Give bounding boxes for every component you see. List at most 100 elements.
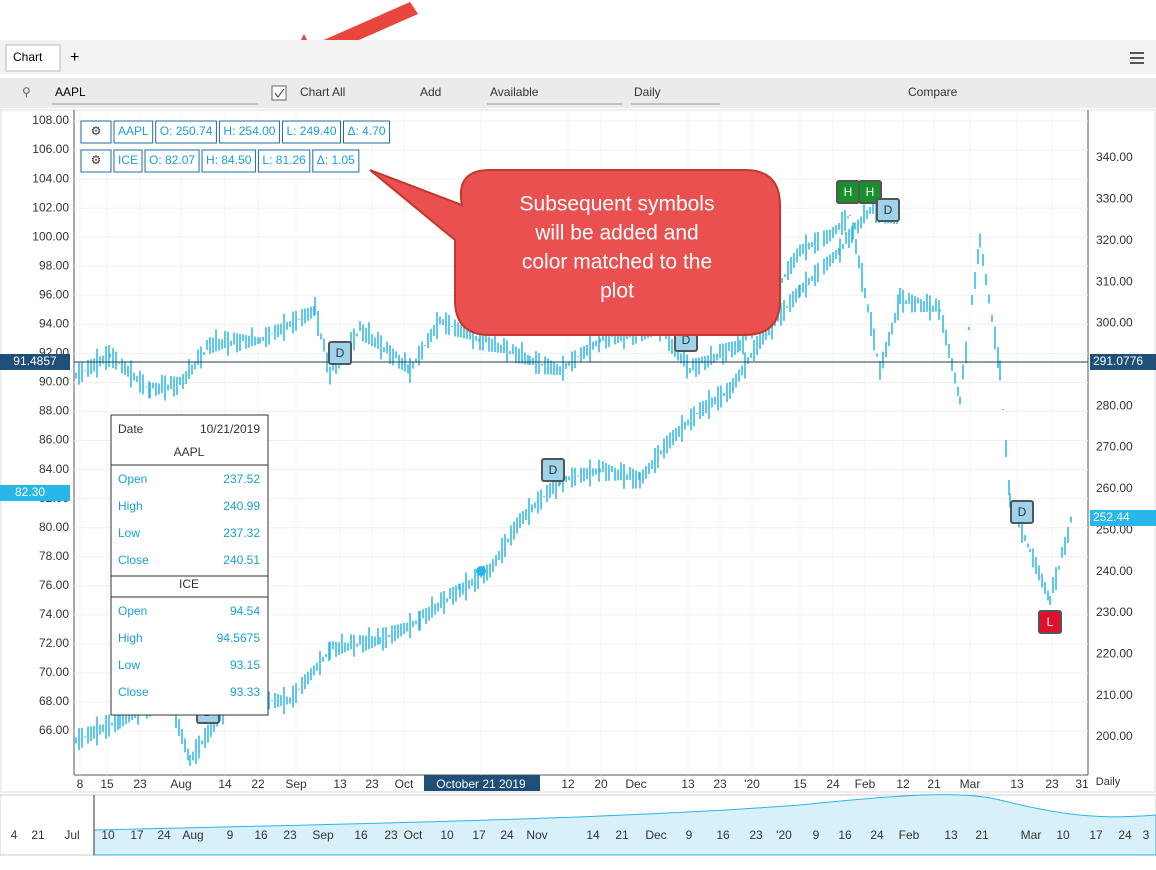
x-axis-label: Dec (625, 777, 646, 791)
navigator-label: 16 (716, 828, 730, 842)
toolbar (0, 78, 1156, 108)
event-label: L (1047, 615, 1054, 629)
x-axis-label: 23 (1045, 777, 1059, 791)
navigator-label: 16 (254, 828, 268, 842)
tab-label[interactable]: Chart (13, 50, 43, 64)
tooltip-date: 10/21/2019 (200, 422, 260, 436)
tooltip-value: 237.52 (223, 472, 260, 486)
add-tab[interactable]: + (70, 49, 79, 66)
event-marker (876, 198, 900, 222)
legend-gear (80, 120, 112, 144)
x-axis-label: 13 (1010, 777, 1024, 791)
left-axis-label: 102.00 (32, 200, 69, 214)
tab-bar (0, 40, 1156, 74)
tooltip-key: Open (118, 604, 147, 618)
right-axis-label: 310.00 (1096, 274, 1133, 288)
x-axis-label: 22 (251, 777, 265, 791)
tooltip-symbol: ICE (179, 577, 199, 591)
left-axis-label: 78.00 (39, 549, 69, 563)
x-axis-label: Feb (855, 777, 876, 791)
legend-gear (80, 149, 112, 173)
left-axis-label: 86.00 (39, 433, 69, 447)
x-axis-label: 23 (713, 777, 727, 791)
crosshair-right: 291.0776 (1093, 354, 1143, 368)
symbol-input[interactable]: AAPL (55, 85, 86, 99)
x-axis-label: '20 (744, 777, 760, 791)
navigator-label: 24 (500, 828, 514, 842)
x-axis-label: Sep (285, 777, 307, 791)
navigator-label: 9 (227, 828, 234, 842)
right-axis-label: 200.00 (1096, 729, 1133, 743)
navigator-label: Oct (404, 828, 423, 842)
x-axis-label: Oct (395, 777, 414, 791)
checkbox[interactable] (271, 85, 287, 101)
navigator-label: 23 (749, 828, 763, 842)
x-axis-label: 8 (77, 777, 84, 791)
cursor-dot (476, 566, 486, 576)
legend-high: H: 254.00 (223, 124, 275, 138)
left-axis-label: 90.00 (39, 375, 69, 389)
legend-high: H: 84.50 (206, 153, 252, 167)
x-axis-label: 24 (826, 777, 840, 791)
navigator-label: 23 (283, 828, 297, 842)
current-left: 82.30 (15, 485, 45, 499)
current-right-box (1090, 510, 1156, 526)
left-axis-label: 72.00 (39, 636, 69, 650)
legend-open: O: 250.74 (160, 124, 213, 138)
crosshair-left-box (0, 354, 70, 370)
left-axis-label: 88.00 (39, 404, 69, 418)
x-axis-label: 15 (793, 777, 807, 791)
x-axis-label: Mar (960, 777, 981, 791)
right-axis-label: 340.00 (1096, 150, 1133, 164)
period-select[interactable]: Daily (634, 85, 661, 99)
navigator-label: Aug (182, 828, 203, 842)
left-axis-label: 80.00 (39, 520, 69, 534)
navigator-label: Nov (526, 828, 547, 842)
navigator-label: Sep (312, 828, 334, 842)
available-select[interactable]: Available (490, 85, 539, 99)
x-axis-label: 15 (100, 777, 114, 791)
legend-low: L: 81.26 (262, 153, 306, 167)
right-axis-label: 260.00 (1096, 481, 1133, 495)
legend-low: L: 249.40 (286, 124, 336, 138)
tab[interactable] (5, 44, 61, 72)
right-axis-label: 240.00 (1096, 564, 1133, 578)
left-axis-label: 98.00 (39, 258, 69, 272)
tooltip-value: 237.32 (223, 526, 260, 540)
navigator-label: 14 (586, 828, 600, 842)
menu-icon[interactable] (1130, 52, 1144, 64)
x-axis-label: 23 (365, 777, 379, 791)
navigator-label: 10 (1056, 828, 1070, 842)
tooltip-value: 93.33 (230, 685, 260, 699)
navigator-label: 24 (157, 828, 171, 842)
legend-open: O: 82.07 (149, 153, 195, 167)
navigator-label: 16 (838, 828, 852, 842)
navigator-label: 23 (384, 828, 398, 842)
x-axis-label: 12 (896, 777, 910, 791)
navigator-label: Feb (899, 828, 920, 842)
callout-line: plot (600, 280, 634, 303)
checkmark (274, 88, 285, 98)
compare-button[interactable]: Compare (908, 85, 958, 99)
tooltip-value: 93.15 (230, 658, 260, 672)
tooltip-value: 240.99 (223, 499, 260, 513)
add-button[interactable]: Add (420, 85, 441, 99)
navigator-label: Jul (64, 828, 79, 842)
chart-all[interactable]: Chart All (300, 85, 345, 99)
tooltip-value: 94.54 (230, 604, 260, 618)
tooltip-value: 240.51 (223, 553, 260, 567)
x-axis-label: 13 (333, 777, 347, 791)
event-label: D (884, 203, 893, 217)
legend-box (144, 149, 200, 173)
navigator-area (93, 794, 1156, 856)
left-axis-label: 94.00 (39, 317, 69, 331)
legend-box (113, 120, 154, 144)
event-label: H (844, 185, 853, 199)
event-label: H (866, 185, 875, 199)
x-axis-label: 20 (594, 777, 608, 791)
x-axis-label: Aug (170, 777, 191, 791)
event-label: D (1018, 505, 1027, 519)
legend-change: Δ: 1.05 (317, 153, 355, 167)
current-left-box (0, 485, 70, 501)
left-axis-label: 108.00 (32, 113, 69, 127)
